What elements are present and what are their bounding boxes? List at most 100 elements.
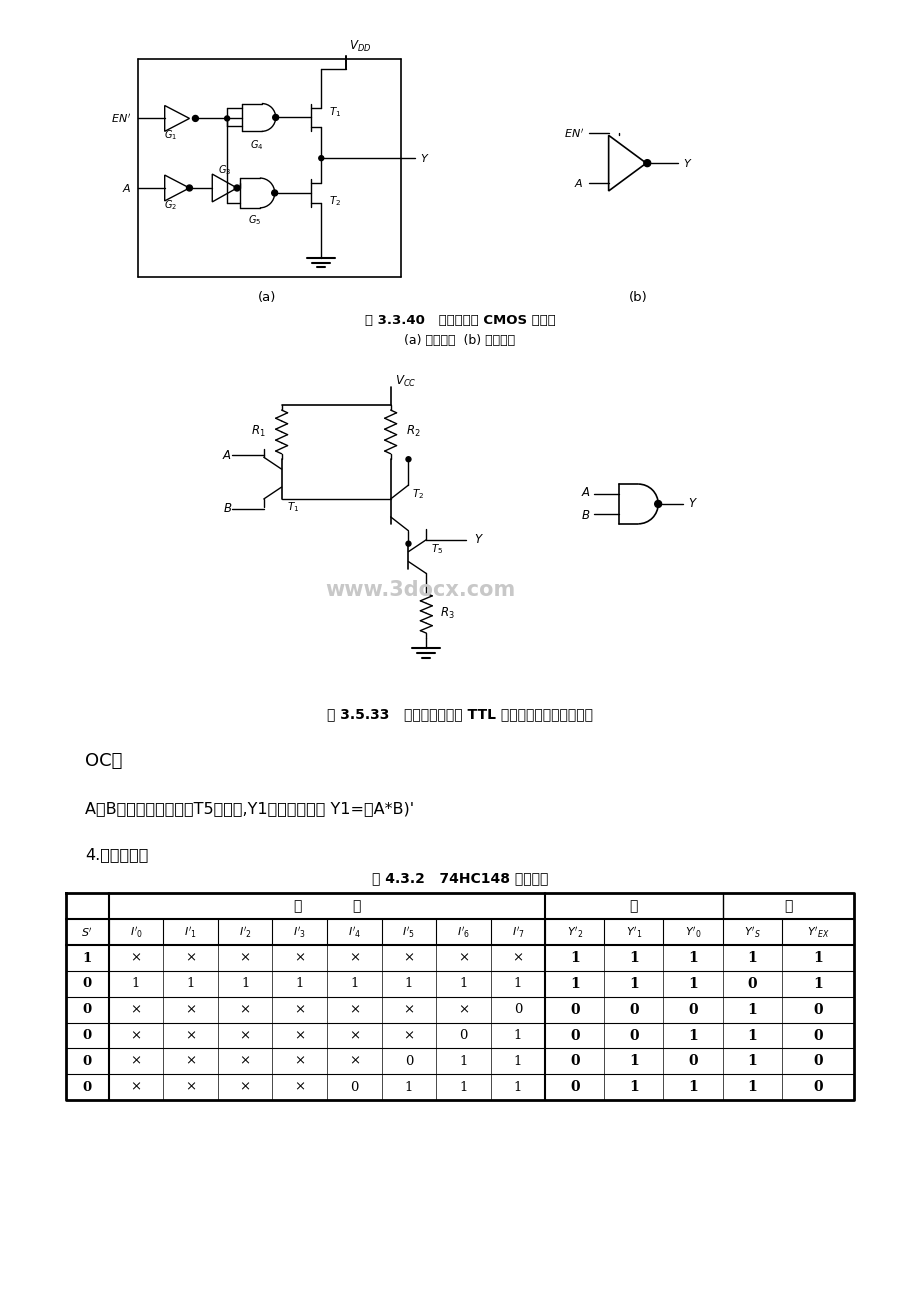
- Text: $A$: $A$: [580, 486, 590, 499]
- Text: ×: ×: [130, 1003, 142, 1016]
- Text: ×: ×: [348, 1055, 359, 1068]
- Text: 1: 1: [513, 1081, 522, 1094]
- Text: ×: ×: [239, 1003, 251, 1016]
- Text: 输: 输: [629, 900, 638, 914]
- Text: 1: 1: [513, 978, 522, 991]
- Text: 1: 1: [459, 1081, 467, 1094]
- Circle shape: [224, 116, 230, 121]
- Text: ×: ×: [512, 952, 523, 965]
- Text: $Y$: $Y$: [687, 497, 698, 510]
- Text: (a) 电路结构  (b) 逻辑符号: (a) 电路结构 (b) 逻辑符号: [404, 333, 515, 346]
- Text: $Y$: $Y$: [473, 534, 483, 547]
- Text: 0: 0: [687, 1003, 697, 1017]
- Text: $I'_7$: $I'_7$: [511, 924, 524, 940]
- Text: 1: 1: [746, 1081, 756, 1094]
- Circle shape: [272, 115, 278, 120]
- Text: 1: 1: [629, 1055, 638, 1069]
- Text: 0: 0: [83, 1055, 92, 1068]
- Text: $I'_3$: $I'_3$: [293, 924, 306, 940]
- Text: $T_1$: $T_1$: [329, 105, 341, 120]
- Text: $Y$: $Y$: [682, 158, 692, 169]
- Text: 0: 0: [629, 1029, 638, 1043]
- Text: ×: ×: [185, 1055, 196, 1068]
- Text: 输: 输: [293, 900, 301, 914]
- Text: 1: 1: [569, 976, 579, 991]
- Circle shape: [643, 160, 650, 167]
- Text: $I'_4$: $I'_4$: [347, 924, 360, 940]
- Text: $EN'$: $EN'$: [110, 112, 130, 125]
- Text: $I'_0$: $I'_0$: [130, 924, 142, 940]
- Text: 图 3.3.40   三态输出的 CMOS 反相器: 图 3.3.40 三态输出的 CMOS 反相器: [364, 314, 555, 327]
- Circle shape: [233, 185, 240, 191]
- Text: 0: 0: [459, 1029, 467, 1042]
- Text: (a): (a): [257, 290, 276, 303]
- Circle shape: [271, 190, 278, 195]
- Text: $EN'$: $EN'$: [563, 126, 584, 139]
- Text: ×: ×: [130, 1081, 142, 1094]
- Text: $T_5$: $T_5$: [431, 542, 443, 556]
- Text: ×: ×: [185, 1081, 196, 1094]
- Text: ×: ×: [239, 1081, 251, 1094]
- Text: $S'$: $S'$: [81, 926, 93, 939]
- Text: 0: 0: [746, 976, 756, 991]
- Text: 0: 0: [83, 978, 92, 991]
- Text: 出: 出: [783, 900, 792, 914]
- Text: 0: 0: [83, 1029, 92, 1042]
- Text: $T_2$: $T_2$: [412, 487, 425, 501]
- Text: 表 4.3.2   74HC148 的功能表: 表 4.3.2 74HC148 的功能表: [371, 871, 548, 885]
- Text: 0: 0: [83, 1003, 92, 1016]
- Text: $Y'_{EX}$: $Y'_{EX}$: [806, 924, 828, 940]
- Text: 1: 1: [812, 950, 822, 965]
- Text: 1: 1: [459, 1055, 467, 1068]
- Text: 1: 1: [629, 976, 638, 991]
- Text: $B$: $B$: [222, 503, 232, 516]
- Text: 0: 0: [687, 1055, 697, 1069]
- Text: 1: 1: [812, 976, 822, 991]
- Text: ×: ×: [294, 1055, 305, 1068]
- Text: $I'_2$: $I'_2$: [239, 924, 251, 940]
- Text: 1: 1: [746, 1003, 756, 1017]
- Text: (b): (b): [629, 290, 647, 303]
- Text: $V_{CC}$: $V_{CC}$: [394, 374, 415, 389]
- Polygon shape: [165, 174, 189, 201]
- Text: ×: ×: [403, 952, 414, 965]
- Circle shape: [405, 542, 411, 546]
- Text: ×: ×: [294, 1003, 305, 1016]
- Text: $V_{DD}$: $V_{DD}$: [348, 39, 371, 55]
- Text: $R_2$: $R_2$: [406, 424, 421, 439]
- Text: $A$: $A$: [222, 449, 232, 462]
- Text: $T_2$: $T_2$: [329, 194, 341, 208]
- Text: 1: 1: [295, 978, 303, 991]
- Text: 0: 0: [404, 1055, 413, 1068]
- Text: $T_1$: $T_1$: [287, 500, 299, 514]
- Text: $G_4$: $G_4$: [250, 138, 264, 152]
- Text: 1: 1: [404, 978, 413, 991]
- Text: 图 3.5.33   集电极开路输出 TTL 与非门的电路和图形符号: 图 3.5.33 集电极开路输出 TTL 与非门的电路和图形符号: [326, 707, 593, 721]
- Text: $Y'_0$: $Y'_0$: [684, 924, 700, 940]
- Text: 0: 0: [350, 1081, 358, 1094]
- Text: 0: 0: [629, 1003, 638, 1017]
- Polygon shape: [608, 135, 645, 191]
- Text: ×: ×: [130, 952, 142, 965]
- Text: $A$: $A$: [121, 182, 130, 194]
- Text: 1: 1: [569, 950, 579, 965]
- Circle shape: [405, 457, 411, 462]
- Text: ×: ×: [185, 1029, 196, 1042]
- Text: ×: ×: [185, 952, 196, 965]
- Text: 0: 0: [570, 1055, 579, 1069]
- Text: ×: ×: [239, 1055, 251, 1068]
- Text: $Y$: $Y$: [420, 152, 429, 164]
- Text: 1: 1: [131, 978, 140, 991]
- Text: $I'_6$: $I'_6$: [457, 924, 470, 940]
- Text: $B$: $B$: [581, 509, 590, 522]
- Text: $Y'_2$: $Y'_2$: [566, 924, 583, 940]
- Text: $G_2$: $G_2$: [164, 198, 177, 212]
- Text: ×: ×: [458, 1003, 469, 1016]
- Text: $I'_1$: $I'_1$: [184, 924, 197, 940]
- Text: $A$: $A$: [573, 177, 584, 189]
- Text: 入: 入: [352, 900, 360, 914]
- Text: 1: 1: [459, 978, 467, 991]
- Text: 0: 0: [513, 1003, 522, 1016]
- Text: $I'_5$: $I'_5$: [402, 924, 414, 940]
- Text: 1: 1: [746, 1029, 756, 1043]
